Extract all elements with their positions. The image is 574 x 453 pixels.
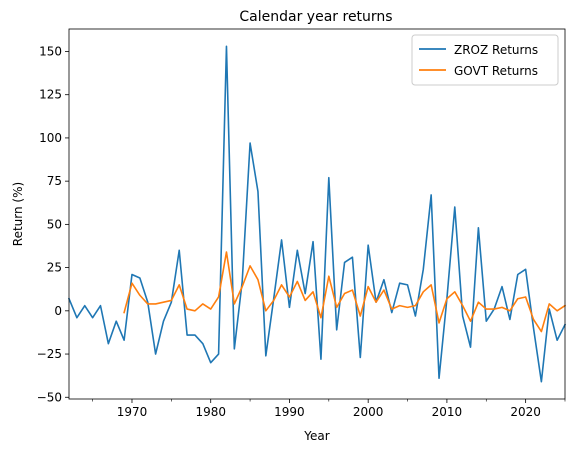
x-axis: 1970 1980 1990 2000 2010 2020	[92, 399, 566, 419]
y-tick-label: 125	[39, 88, 62, 102]
legend-label-zroz: ZROZ Returns	[454, 43, 538, 57]
y-axis: −50 −25 0 25 50 75 100 125 150	[37, 44, 69, 404]
x-tick-label: 2020	[510, 405, 541, 419]
y-tick-label: 75	[47, 174, 62, 188]
x-tick-label: 1980	[195, 405, 226, 419]
x-tick-label: 2010	[432, 405, 463, 419]
y-tick-label: 150	[39, 44, 62, 58]
y-tick-label: −25	[37, 347, 62, 361]
legend: ZROZ Returns GOVT Returns	[411, 34, 559, 86]
y-tick-label: 25	[47, 261, 62, 275]
series-layer	[67, 45, 567, 383]
x-tick-label: 2000	[353, 405, 384, 419]
series-line-0	[67, 45, 567, 383]
legend-box	[411, 34, 559, 86]
y-tick-label: 0	[54, 304, 62, 318]
plot-area	[67, 28, 567, 400]
y-tick-label: −50	[37, 390, 62, 404]
x-tick-label: 1970	[117, 405, 148, 419]
chart-title: Calendar year returns	[239, 9, 392, 25]
axes-frame	[68, 28, 566, 400]
y-axis-label: Return (%)	[11, 182, 25, 246]
x-axis-label: Year	[303, 429, 329, 443]
y-tick-label: 50	[47, 217, 62, 231]
x-tick-label: 1990	[274, 405, 305, 419]
legend-label-govt: GOVT Returns	[454, 64, 538, 78]
y-tick-label: 100	[39, 131, 62, 145]
series-line-1	[123, 251, 567, 333]
